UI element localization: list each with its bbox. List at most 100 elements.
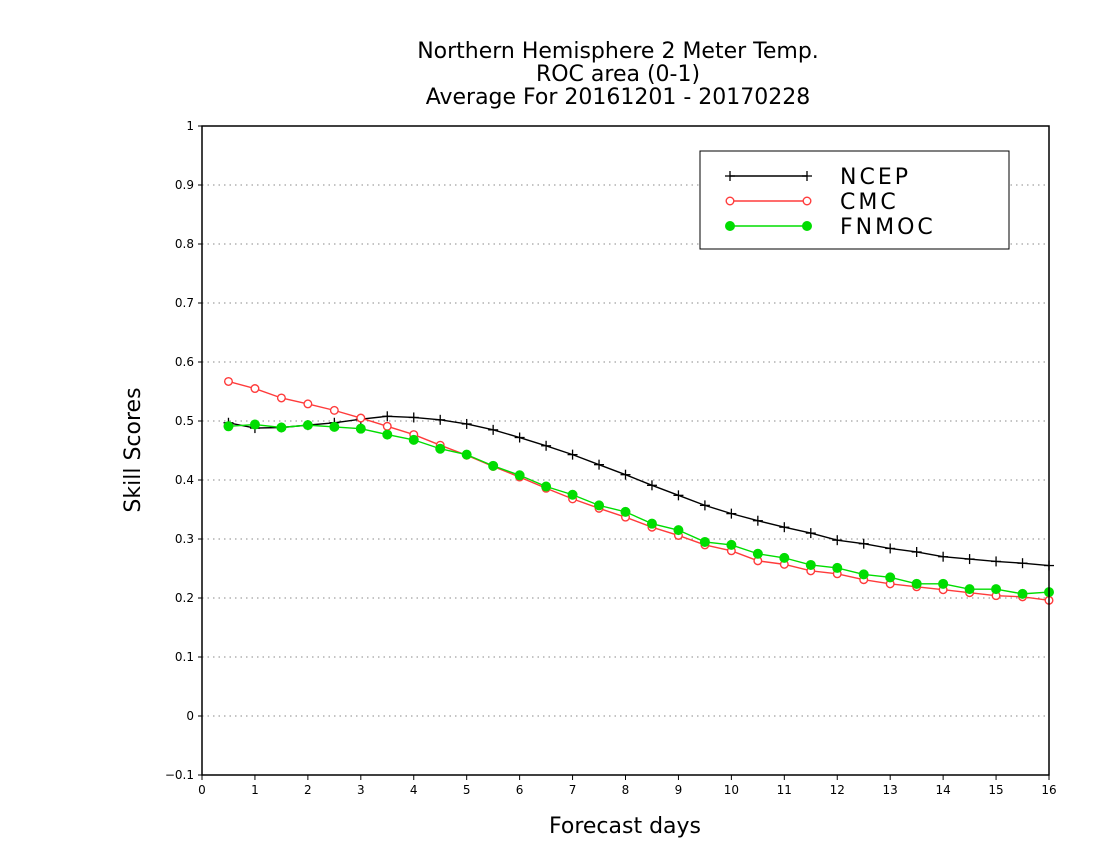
data-point-fnmoc <box>382 429 393 440</box>
y-axis-label: Skill Scores <box>121 387 146 512</box>
y-tick-label: 0.8 <box>175 237 194 251</box>
x-tick-label: 12 <box>830 783 845 797</box>
data-point-ncep <box>938 551 949 562</box>
data-point-fnmoc <box>620 506 631 517</box>
legend-label-cmc: CMC <box>840 190 899 215</box>
data-point-ncep <box>964 554 975 565</box>
series-line-cmc <box>228 380 1050 602</box>
y-tick-label: 0.9 <box>175 178 194 192</box>
x-axis-label: Forecast days <box>549 814 701 839</box>
series-line-fnmoc <box>228 423 1050 595</box>
data-point-ncep <box>673 490 684 501</box>
data-point-fnmoc <box>567 489 578 500</box>
y-tick-label: 0.3 <box>175 532 194 546</box>
y-axis-ticks: −0.1 0 0.1 0.2 0.3 0.4 0.5 0.6 0.7 0.8 0.9 1 <box>165 119 202 782</box>
chart-title-line-1: Northern Hemisphere 2 Meter Temp. <box>417 39 819 64</box>
x-tick-label: 10 <box>724 783 739 797</box>
data-point-ncep <box>858 538 869 549</box>
data-point-fnmoc <box>488 460 499 471</box>
series-line-ncep <box>228 415 1050 567</box>
legend-item-ncep: NCEP <box>725 165 911 190</box>
data-point-fnmoc <box>911 578 922 589</box>
data-point-fnmoc <box>541 481 552 492</box>
data-point-ncep <box>435 414 446 425</box>
x-tick-label: 14 <box>935 783 950 797</box>
data-point-ncep <box>885 543 896 554</box>
data-point-ncep <box>805 528 816 539</box>
legend-marker <box>802 171 812 181</box>
data-point-ncep <box>911 546 922 557</box>
data-point-fnmoc <box>461 449 472 460</box>
legend-item-cmc: CMC <box>725 190 899 215</box>
x-tick-label: 13 <box>883 783 898 797</box>
data-point-fnmoc <box>938 578 949 589</box>
data-point-cmc <box>356 413 366 423</box>
x-tick-label: 6 <box>516 783 524 797</box>
data-point-fnmoc <box>858 569 869 580</box>
data-point-cmc <box>223 376 233 386</box>
data-point-fnmoc <box>329 421 340 432</box>
legend-item-fnmoc: FNMOC <box>725 215 936 240</box>
y-tick-label: 0 <box>186 709 194 723</box>
data-point-ncep <box>514 432 525 443</box>
x-tick-label: 4 <box>410 783 418 797</box>
series-fnmoc <box>223 419 1054 599</box>
data-point-ncep <box>1017 558 1028 569</box>
legend-label-fnmoc: FNMOC <box>840 215 936 240</box>
x-tick-label: 3 <box>357 783 365 797</box>
data-point-fnmoc <box>699 536 710 547</box>
data-point-fnmoc <box>223 421 234 432</box>
data-point-ncep <box>779 522 790 533</box>
series-layer <box>223 376 1054 605</box>
legend-marker <box>725 171 735 181</box>
grid-lines <box>202 184 1049 717</box>
data-point-ncep <box>461 418 472 429</box>
chart-title-line-2: ROC area (0-1) <box>536 62 700 87</box>
y-tick-label: 0.1 <box>175 650 194 664</box>
data-point-fnmoc <box>885 572 896 583</box>
data-point-ncep <box>752 515 763 526</box>
legend-label-ncep: NCEP <box>840 165 911 190</box>
x-tick-label: 8 <box>622 783 630 797</box>
data-point-ncep <box>567 449 578 460</box>
y-tick-label: 0.4 <box>175 473 194 487</box>
series-ncep <box>223 411 1054 571</box>
legend-marker <box>802 221 812 231</box>
y-tick-label: −0.1 <box>165 768 194 782</box>
y-tick-label: 0.6 <box>175 355 194 369</box>
data-point-ncep <box>382 411 393 422</box>
data-point-fnmoc <box>355 423 366 434</box>
data-point-fnmoc <box>646 518 657 529</box>
data-point-fnmoc <box>832 562 843 573</box>
data-point-ncep <box>646 480 657 491</box>
x-axis-ticks: 0 1 2 3 4 5 6 7 8 9 10 11 12 13 14 15 16 <box>198 775 1057 797</box>
legend-box <box>699 150 1010 250</box>
data-point-cmc <box>250 384 260 394</box>
x-tick-label: 5 <box>463 783 471 797</box>
series-cmc <box>223 376 1054 605</box>
data-point-fnmoc <box>302 420 313 431</box>
data-point-fnmoc <box>276 422 287 433</box>
data-point-ncep <box>541 440 552 451</box>
data-point-fnmoc <box>752 548 763 559</box>
legend-marker <box>802 196 812 206</box>
data-point-fnmoc <box>805 559 816 570</box>
x-tick-label: 11 <box>777 783 792 797</box>
chart-title: Northern Hemisphere 2 Meter Temp.ROC are… <box>417 39 819 110</box>
x-tick-label: 15 <box>988 783 1003 797</box>
y-tick-label: 0.2 <box>175 591 194 605</box>
data-point-fnmoc <box>964 584 975 595</box>
legend-marker <box>725 196 735 206</box>
legend-marker <box>725 221 735 231</box>
chart-title-line-3: Average For 20161201 - 20170228 <box>426 85 811 110</box>
x-tick-label: 16 <box>1041 783 1056 797</box>
data-point-cmc <box>382 421 392 431</box>
data-point-fnmoc <box>991 584 1002 595</box>
data-point-ncep <box>832 535 843 546</box>
data-point-ncep <box>991 556 1002 567</box>
x-tick-label: 2 <box>304 783 312 797</box>
data-point-fnmoc <box>514 470 525 481</box>
data-point-ncep <box>699 500 710 511</box>
